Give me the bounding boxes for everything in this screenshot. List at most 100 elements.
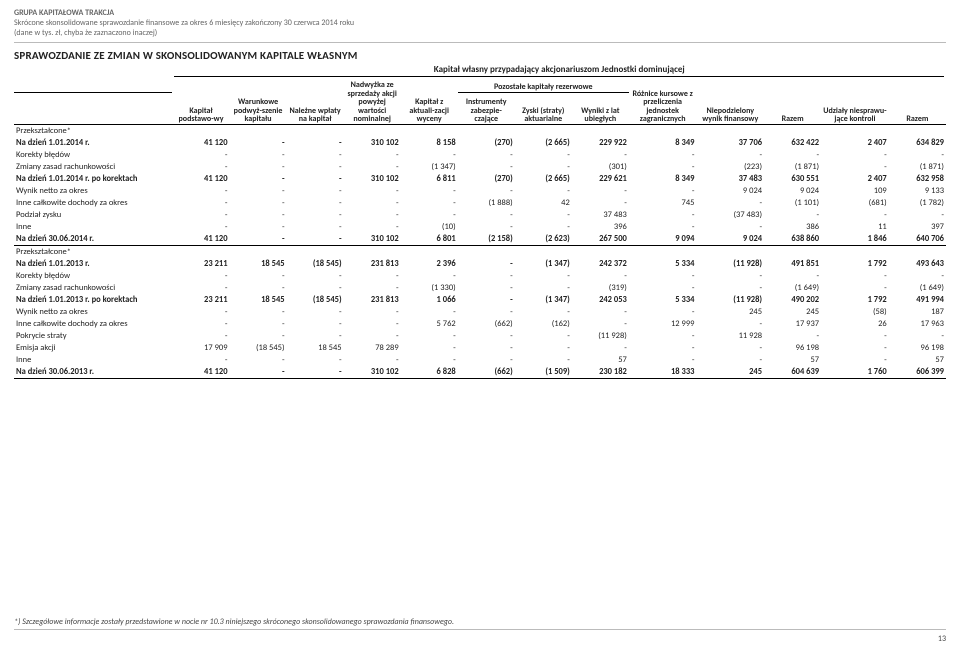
cell-value: - [696,342,764,354]
cell-value: - [401,342,458,354]
cell-value: (18 545) [230,342,287,354]
cell-value: - [344,221,401,233]
cell-value: 1 792 [821,294,889,306]
cell-value: - [344,330,401,342]
cell-value: - [572,270,629,282]
row-label: Wynik netto za okres [14,185,172,197]
cell-value: - [172,149,229,161]
cell-value: (18 545) [287,294,344,306]
cell-value: - [172,161,229,173]
cell-value: 1 792 [821,258,889,270]
cell-value: - [287,149,344,161]
cell-value: 18 545 [230,258,287,270]
page-title: SPRAWOZDANIE ZE ZMIAN W SKONSOLIDOWANYM … [14,49,946,62]
cell-value: - [458,270,515,282]
cell-value: (1 330) [401,282,458,294]
row-label: Korekty błędów [14,270,172,282]
cell-value: - [344,209,401,221]
cell-value: (1 782) [889,197,946,209]
cell-value: 37 483 [572,209,629,221]
cell-value: - [230,318,287,330]
cell-value: - [458,209,515,221]
cell-value: - [287,233,344,246]
cell-value: - [344,306,401,318]
cell-value: - [515,342,572,354]
cell-value: 493 643 [889,258,946,270]
cell-value: - [821,342,889,354]
cell-value: (1 888) [458,197,515,209]
cell-value: - [572,185,629,197]
cell-value: - [172,185,229,197]
cell-value: - [287,354,344,366]
cell-value: - [515,354,572,366]
row-label: Na dzień 1.01.2014 r. [14,137,172,149]
col-kapital-podstawowy: Kapitał podstawo-wy [172,80,229,124]
cell-value: 17 963 [889,318,946,330]
document-header: GRUPA KAPITAŁOWA TRAKCJA Skrócone skonso… [14,8,946,38]
cell-value: - [572,197,629,209]
cell-value: 745 [629,197,697,209]
cell-value: - [696,354,764,366]
cell-value: - [458,354,515,366]
page-number: 13 [938,634,946,644]
cell-value: - [515,161,572,173]
cell-value: - [172,306,229,318]
footnote: *) Szczegółowe informacje zostały przeds… [14,617,946,630]
cell-value: 9 024 [696,185,764,197]
cell-value: (681) [821,197,889,209]
cell-value: - [287,221,344,233]
row-label: Na dzień 1.01.2013 r. po korektach [14,294,172,306]
cell-value: - [764,270,821,282]
cell-value: 41 120 [172,173,229,185]
col-razem-2: Razem [889,80,946,124]
cell-value: - [458,161,515,173]
cell-value: - [515,282,572,294]
cell-value: 310 102 [344,233,401,246]
cell-value: 57 [889,354,946,366]
cell-value: - [515,330,572,342]
col-nadwyzka: Nadwyżka ze sprzedaży akcji powyżej wart… [344,80,401,124]
cell-value: (1 347) [401,161,458,173]
cell-value: - [515,306,572,318]
cell-value: 17 937 [764,318,821,330]
cell-value: - [401,197,458,209]
cell-value: 606 399 [889,366,946,379]
cell-value: 245 [696,366,764,379]
cell-value: - [764,330,821,342]
cell-value: 638 860 [764,233,821,246]
cell-value: 310 102 [344,366,401,379]
cell-value: 1 760 [821,366,889,379]
col-pozostale: Pozostałe kapitały rezerwowe [458,80,629,92]
cell-value: (58) [821,306,889,318]
cell-value: 18 333 [629,366,697,379]
cell-value: - [629,270,697,282]
cell-value: - [764,149,821,161]
subcol-zyski: Zyski (straty) aktuarialne [515,93,572,125]
row-label: Zmiany zasad rachunkowości [14,161,172,173]
cell-value: - [287,185,344,197]
cell-value: - [629,354,697,366]
cell-value: 11 928 [696,330,764,342]
cell-value: 242 053 [572,294,629,306]
cell-value: - [172,330,229,342]
section-label: Przekształcone* [14,246,946,259]
cell-value: - [230,221,287,233]
cell-value: - [458,330,515,342]
cell-value: - [821,209,889,221]
cell-value: 11 [821,221,889,233]
cell-value: 231 813 [344,294,401,306]
cell-value: 310 102 [344,137,401,149]
cell-value: 632 958 [889,173,946,185]
cell-value: 12 999 [629,318,697,330]
cell-value: (662) [458,318,515,330]
cell-value: 41 120 [172,366,229,379]
cell-value: - [230,282,287,294]
cell-value: 242 372 [572,258,629,270]
cell-value: - [696,149,764,161]
row-label: Podział zysku [14,209,172,221]
cell-value: (2 665) [515,173,572,185]
cell-value: - [287,282,344,294]
cell-value: - [287,330,344,342]
cell-value: 18 545 [230,294,287,306]
cell-value: (270) [458,173,515,185]
